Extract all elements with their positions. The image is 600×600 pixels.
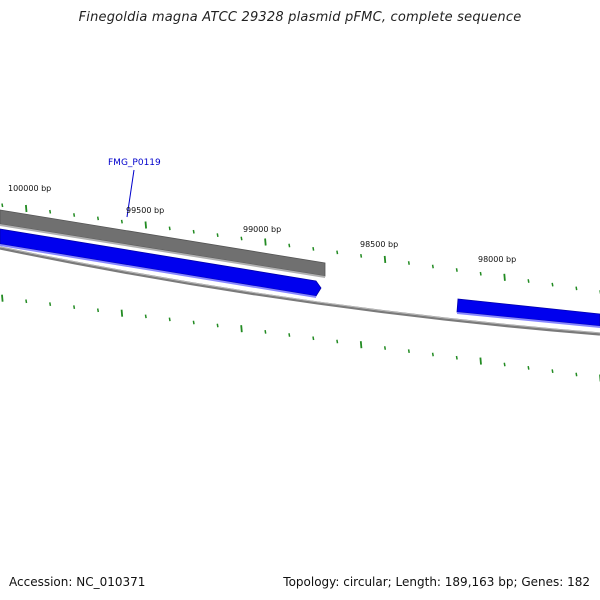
inner-tick-minor [73, 305, 76, 310]
position-label-100000: 100000 bp [8, 184, 51, 193]
accession: Accession: NC_010371 [9, 575, 146, 589]
outer-tick-minor [288, 243, 291, 248]
inner-tick-major [120, 309, 124, 317]
outer-tick-minor [1, 203, 4, 208]
inner-tick-minor [431, 352, 434, 357]
outer-tick-ring [1, 203, 600, 294]
position-label-98000: 98000 bp [478, 255, 516, 264]
reverse-gene-shadow [0, 224, 325, 278]
backbone-highlight [0, 246, 600, 334]
inner-tick-minor [383, 346, 387, 350]
inner-tick-major [479, 357, 482, 365]
gene-label-fmg-p0119: FMG_P0119 [108, 158, 161, 168]
position-label-99500: 99500 bp [126, 206, 164, 215]
inner-tick-minor [264, 329, 267, 334]
backbone-circle [0, 246, 600, 336]
outer-tick-minor [527, 279, 530, 283]
inner-tick-minor [503, 362, 506, 367]
outer-tick-minor [120, 219, 123, 224]
inner-tick-minor [192, 320, 195, 325]
inner-tick-minor [575, 372, 578, 377]
outer-tick-minor [192, 229, 195, 234]
outer-tick-major [144, 221, 147, 229]
inner-tick-minor [336, 339, 339, 344]
title: Finegoldia magna ATCC 29328 plasmid pFMC… [78, 10, 522, 25]
inner-tick-minor [551, 369, 554, 374]
inner-tick-minor [25, 299, 28, 304]
inner-tick-minor [168, 317, 171, 322]
inner-tick-minor [312, 336, 315, 341]
sequence-summary: Topology: circular; Length: 189,163 bp; … [283, 575, 590, 589]
inner-tick-major [1, 294, 4, 302]
inner-tick-minor [49, 302, 52, 307]
inner-tick-minor [216, 323, 219, 328]
inner-tick-major [240, 325, 243, 333]
outer-tick-minor [360, 253, 363, 258]
forward-gene[interactable] [0, 228, 322, 297]
gene-label-leader [126, 169, 135, 218]
outer-tick-minor [479, 271, 482, 276]
outer-tick-minor [49, 209, 52, 214]
outer-tick-minor [240, 236, 243, 241]
outer-tick-major [264, 238, 267, 246]
outer-tick-minor [168, 226, 171, 231]
outer-tick-minor [455, 268, 458, 272]
position-label-99000: 99000 bp [243, 225, 281, 234]
inner-tick-minor [527, 365, 530, 370]
inner-tick-minor [407, 349, 410, 354]
outer-tick-minor [407, 261, 410, 265]
outer-tick-minor [336, 250, 339, 255]
inner-tick-minor [144, 314, 147, 319]
outer-tick-minor [575, 286, 578, 291]
inner-tick-minor [288, 333, 291, 337]
inner-tick-major [359, 341, 363, 349]
outer-tick-minor [312, 246, 315, 251]
outer-tick-major [25, 204, 28, 213]
position-label-98500: 98500 bp [360, 240, 398, 249]
outer-tick-minor [431, 264, 434, 269]
outer-tick-minor [216, 233, 219, 238]
inner-tick-ring [1, 294, 600, 382]
inner-tick-minor [96, 308, 100, 313]
forward-gene-right-shadow [457, 312, 600, 328]
outer-tick-minor [551, 282, 554, 287]
outer-tick-minor [73, 213, 76, 217]
forward-gene-shadow [0, 244, 316, 298]
outer-tick-minor [96, 216, 100, 221]
forward-gene-right[interactable] [456, 298, 600, 327]
outer-tick-major [383, 255, 387, 263]
inner-tick-minor [455, 355, 458, 360]
outer-tick-major [503, 273, 506, 281]
